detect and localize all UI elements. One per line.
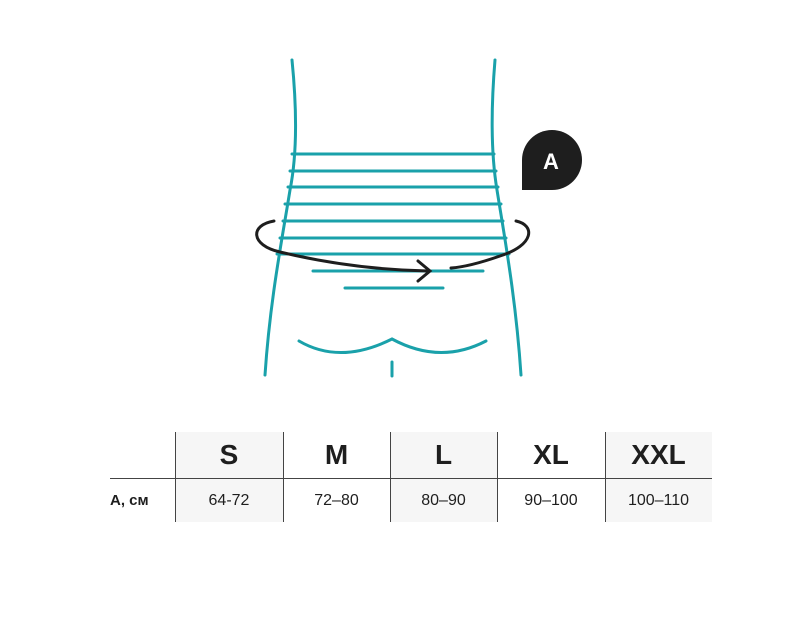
badge-label: A [543,149,559,174]
torso-left-outline [263,58,298,377]
hip-curve [297,337,488,354]
size-header-m: M [324,439,349,470]
badge-marker-icon: A [522,130,582,190]
size-header-s: S [175,432,283,478]
column-divider [390,432,391,522]
range-l: 80–90 [390,479,497,522]
range-m: 72–80 [314,491,359,509]
size-header-l: L [390,432,497,478]
measurement-arrow-icon [255,219,531,283]
torso-illustration: A [255,58,582,378]
size-header-xxl: XXL [605,432,712,478]
size-header-xl: XL [533,439,569,470]
range-s: 64-72 [175,479,283,522]
torso-right-outline [490,58,523,377]
range-xxl: 100–110 [605,479,712,522]
column-divider [283,432,284,522]
column-divider [605,432,606,522]
row-label: A, см [110,492,149,509]
table-divider [110,478,712,479]
column-divider [497,432,498,522]
range-xl: 90–100 [524,491,578,509]
column-divider [175,432,176,522]
